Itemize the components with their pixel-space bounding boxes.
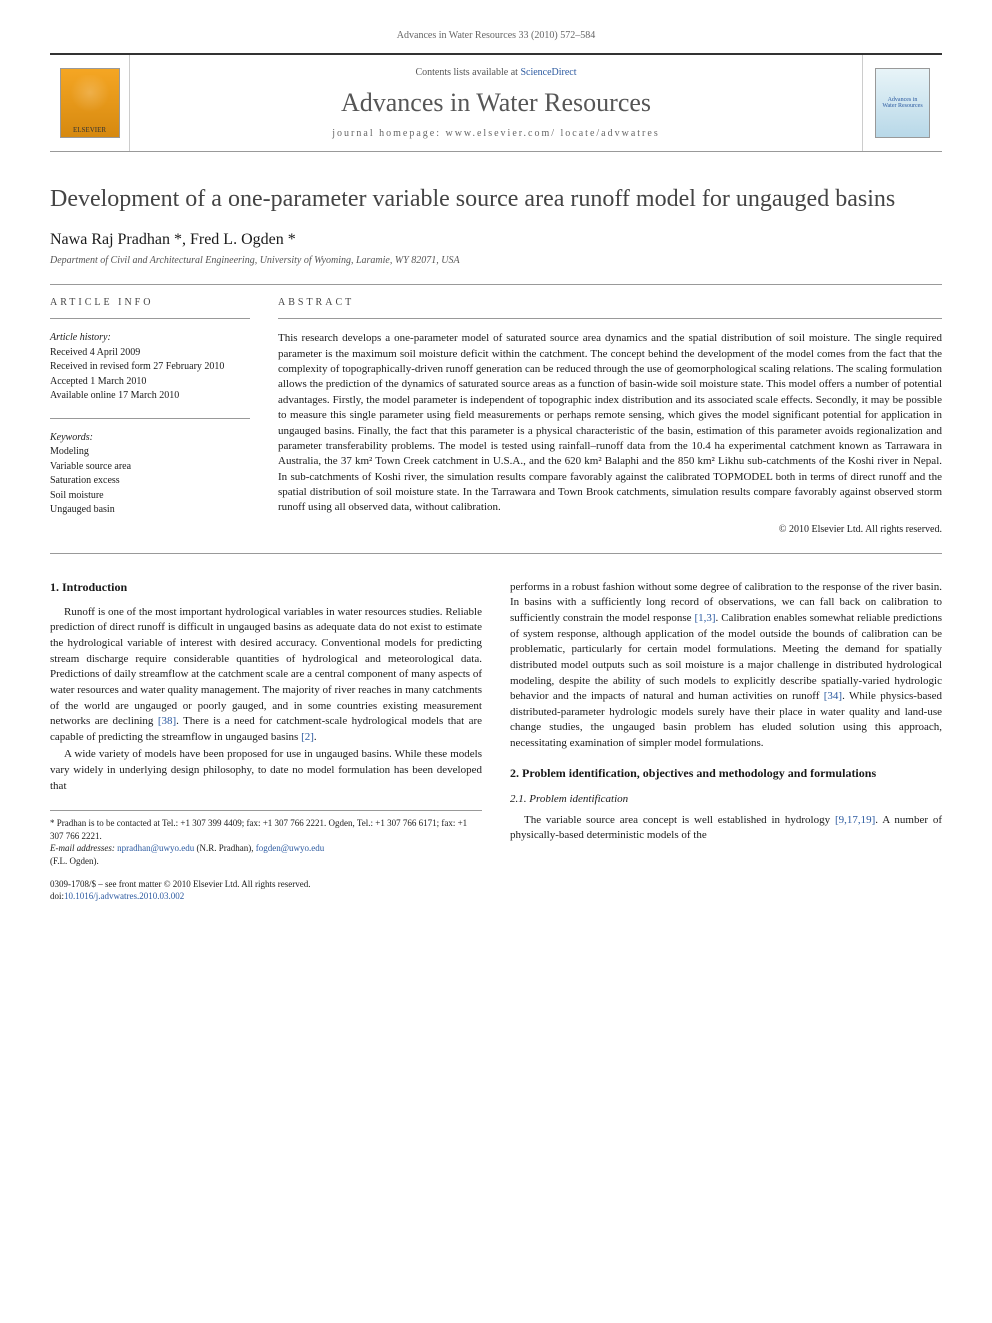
article-title: Development of a one-parameter variable …	[50, 184, 942, 215]
keyword: Ungauged basin	[50, 503, 250, 518]
para-text: Runoff is one of the most important hydr…	[50, 606, 482, 727]
divider	[50, 318, 250, 319]
keyword: Variable source area	[50, 460, 250, 475]
section-2-1-heading: 2.1. Problem identification	[510, 793, 942, 805]
history-revised: Received in revised form 27 February 201…	[50, 360, 250, 375]
citation-link[interactable]: [38]	[158, 715, 176, 727]
history-received: Received 4 April 2009	[50, 346, 250, 361]
article-info-col: ARTICLE INFO Article history: Received 4…	[50, 297, 250, 535]
email-line: E-mail addresses: npradhan@uwyo.edu (N.R…	[50, 842, 482, 867]
email-link[interactable]: fogden@uwyo.edu	[256, 843, 325, 853]
divider	[278, 318, 942, 319]
keywords-label: Keywords:	[50, 431, 250, 446]
divider	[50, 284, 942, 285]
keyword: Modeling	[50, 445, 250, 460]
publisher-logo-cell: ELSEVIER	[50, 55, 130, 151]
section-2-1-paragraph: The variable source area concept is well…	[510, 813, 942, 844]
abstract-copyright: © 2010 Elsevier Ltd. All rights reserved…	[278, 524, 942, 535]
masthead: ELSEVIER Contents lists available at Sci…	[50, 53, 942, 152]
para-text: .	[314, 731, 317, 743]
info-abstract-row: ARTICLE INFO Article history: Received 4…	[50, 297, 942, 535]
body-col-right: performs in a robust fashion without som…	[510, 580, 942, 903]
doi-prefix: doi:	[50, 891, 64, 901]
section-1-paragraph-cont: performs in a robust fashion without som…	[510, 580, 942, 752]
section-1-paragraph: A wide variety of models have been propo…	[50, 747, 482, 794]
doi-block: 0309-1708/$ – see front matter © 2010 El…	[50, 878, 482, 903]
footnotes: * Pradhan is to be contacted at Tel.: +1…	[50, 810, 482, 867]
keyword: Soil moisture	[50, 489, 250, 504]
journal-cover-thumb: Advances in Water Resources	[875, 68, 930, 138]
history-accepted: Accepted 1 March 2010	[50, 375, 250, 390]
contents-line: Contents lists available at ScienceDirec…	[138, 67, 854, 78]
divider	[50, 553, 942, 554]
citation-link[interactable]: [34]	[824, 690, 842, 702]
article-history: Article history: Received 4 April 2009 R…	[50, 331, 250, 404]
doi-link[interactable]: 10.1016/j.advwatres.2010.03.002	[64, 891, 184, 901]
abstract-col: ABSTRACT This research develops a one-pa…	[278, 297, 942, 535]
article-info-heading: ARTICLE INFO	[50, 297, 250, 308]
abstract-text: This research develops a one-parameter m…	[278, 331, 942, 516]
para-text: The variable source area concept is well…	[524, 814, 835, 826]
elsevier-logo: ELSEVIER	[60, 68, 120, 138]
email-link[interactable]: npradhan@uwyo.edu	[117, 843, 194, 853]
body-columns: 1. Introduction Runoff is one of the mos…	[50, 580, 942, 903]
history-online: Available online 17 March 2010	[50, 389, 250, 404]
body-col-left: 1. Introduction Runoff is one of the mos…	[50, 580, 482, 903]
running-head: Advances in Water Resources 33 (2010) 57…	[50, 30, 942, 41]
email-who: (F.L. Ogden).	[50, 856, 99, 866]
section-1-heading: 1. Introduction	[50, 580, 482, 595]
email-who: (N.R. Pradhan),	[194, 843, 256, 853]
masthead-center: Contents lists available at ScienceDirec…	[130, 55, 862, 151]
affiliation: Department of Civil and Architectural En…	[50, 255, 942, 266]
contents-prefix: Contents lists available at	[415, 67, 520, 78]
section-1-paragraph: Runoff is one of the most important hydr…	[50, 605, 482, 745]
para-text: . Calibration enables somewhat reliable …	[510, 612, 942, 702]
journal-cover-cell: Advances in Water Resources	[862, 55, 942, 151]
front-matter-line: 0309-1708/$ – see front matter © 2010 El…	[50, 878, 482, 891]
abstract-heading: ABSTRACT	[278, 297, 942, 308]
journal-name: Advances in Water Resources	[138, 88, 854, 118]
doi-line: doi:10.1016/j.advwatres.2010.03.002	[50, 890, 482, 903]
authors: Nawa Raj Pradhan *, Fred L. Ogden *	[50, 231, 942, 249]
email-label: E-mail addresses:	[50, 843, 117, 853]
journal-homepage: journal homepage: www.elsevier.com/ loca…	[138, 128, 854, 139]
citation-link[interactable]: [9,17,19]	[835, 814, 875, 826]
keywords-block: Keywords: Modeling Variable source area …	[50, 431, 250, 518]
keyword: Saturation excess	[50, 474, 250, 489]
section-2-heading: 2. Problem identification, objectives an…	[510, 766, 942, 781]
corresponding-author-note: * Pradhan is to be contacted at Tel.: +1…	[50, 817, 482, 842]
history-label: Article history:	[50, 331, 250, 346]
sciencedirect-link[interactable]: ScienceDirect	[520, 67, 576, 78]
citation-link[interactable]: [2]	[301, 731, 314, 743]
citation-link[interactable]: [1,3]	[694, 612, 715, 624]
divider	[50, 418, 250, 419]
